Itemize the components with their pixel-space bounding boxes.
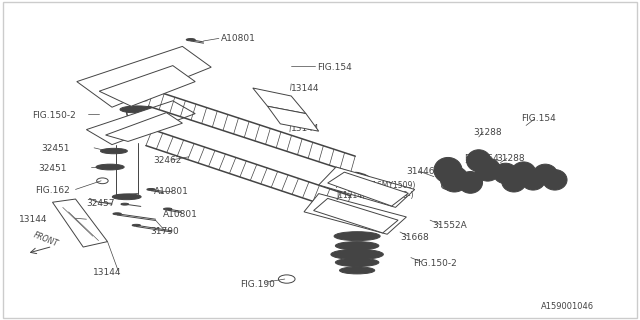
- Text: FIG.190: FIG.190: [240, 280, 275, 289]
- Text: 13144: 13144: [93, 268, 122, 277]
- Text: A10801: A10801: [154, 188, 188, 196]
- Text: 31288: 31288: [534, 173, 563, 182]
- Text: FIG.154: FIG.154: [522, 114, 556, 123]
- Ellipse shape: [147, 188, 155, 190]
- FancyBboxPatch shape: [3, 2, 637, 318]
- Text: 31552A: 31552A: [432, 221, 467, 230]
- Polygon shape: [99, 66, 195, 106]
- Text: FIG.162: FIG.162: [35, 186, 70, 195]
- Ellipse shape: [132, 224, 141, 226]
- Ellipse shape: [434, 157, 462, 183]
- Polygon shape: [52, 199, 108, 247]
- Ellipse shape: [120, 106, 155, 113]
- Text: 32457: 32457: [86, 199, 115, 208]
- Ellipse shape: [186, 39, 195, 41]
- Text: J11214(’16MY1509-): J11214(’16MY1509-): [336, 191, 413, 200]
- Ellipse shape: [331, 249, 383, 260]
- Polygon shape: [319, 167, 415, 207]
- Text: FIG.154: FIG.154: [317, 63, 351, 72]
- Text: FRONT: FRONT: [33, 231, 60, 249]
- Ellipse shape: [475, 158, 500, 181]
- Text: A10801: A10801: [221, 34, 255, 43]
- Ellipse shape: [533, 164, 557, 185]
- Ellipse shape: [493, 163, 518, 184]
- Text: 31288: 31288: [474, 128, 502, 137]
- Ellipse shape: [467, 150, 491, 172]
- Text: FIG.154: FIG.154: [464, 154, 499, 163]
- Text: A10801: A10801: [163, 210, 198, 219]
- Polygon shape: [77, 46, 211, 107]
- Text: 32462: 32462: [154, 156, 182, 164]
- Text: 13144: 13144: [291, 124, 320, 132]
- Ellipse shape: [121, 203, 129, 205]
- Polygon shape: [253, 88, 306, 114]
- Ellipse shape: [335, 258, 379, 267]
- Polygon shape: [106, 113, 182, 141]
- Ellipse shape: [100, 148, 127, 154]
- Ellipse shape: [440, 166, 468, 192]
- Ellipse shape: [113, 194, 141, 200]
- Text: A159001046: A159001046: [541, 302, 594, 311]
- Polygon shape: [268, 106, 319, 131]
- Polygon shape: [328, 172, 408, 206]
- Ellipse shape: [502, 172, 526, 192]
- Text: 13144: 13144: [291, 84, 320, 92]
- Text: 32451: 32451: [38, 164, 67, 172]
- Text: 13144: 13144: [19, 215, 48, 224]
- Ellipse shape: [335, 242, 379, 250]
- Ellipse shape: [521, 170, 545, 190]
- Ellipse shape: [458, 172, 483, 193]
- Text: 31288: 31288: [496, 154, 525, 163]
- Ellipse shape: [96, 164, 124, 170]
- Text: FIG.150-2: FIG.150-2: [32, 111, 76, 120]
- Text: FIG.150-2: FIG.150-2: [413, 259, 456, 268]
- Polygon shape: [86, 101, 195, 145]
- Ellipse shape: [339, 267, 375, 274]
- Polygon shape: [304, 194, 406, 234]
- Ellipse shape: [334, 232, 380, 241]
- Text: 31668: 31668: [400, 233, 429, 242]
- Ellipse shape: [113, 213, 122, 215]
- Text: 32451: 32451: [42, 144, 70, 153]
- Ellipse shape: [164, 208, 172, 210]
- Ellipse shape: [511, 162, 536, 182]
- Polygon shape: [314, 198, 398, 233]
- Text: 31790: 31790: [150, 228, 179, 236]
- Text: A11211(-’16MY1509): A11211(-’16MY1509): [336, 181, 417, 190]
- Text: 31446: 31446: [406, 167, 435, 176]
- Ellipse shape: [543, 170, 567, 190]
